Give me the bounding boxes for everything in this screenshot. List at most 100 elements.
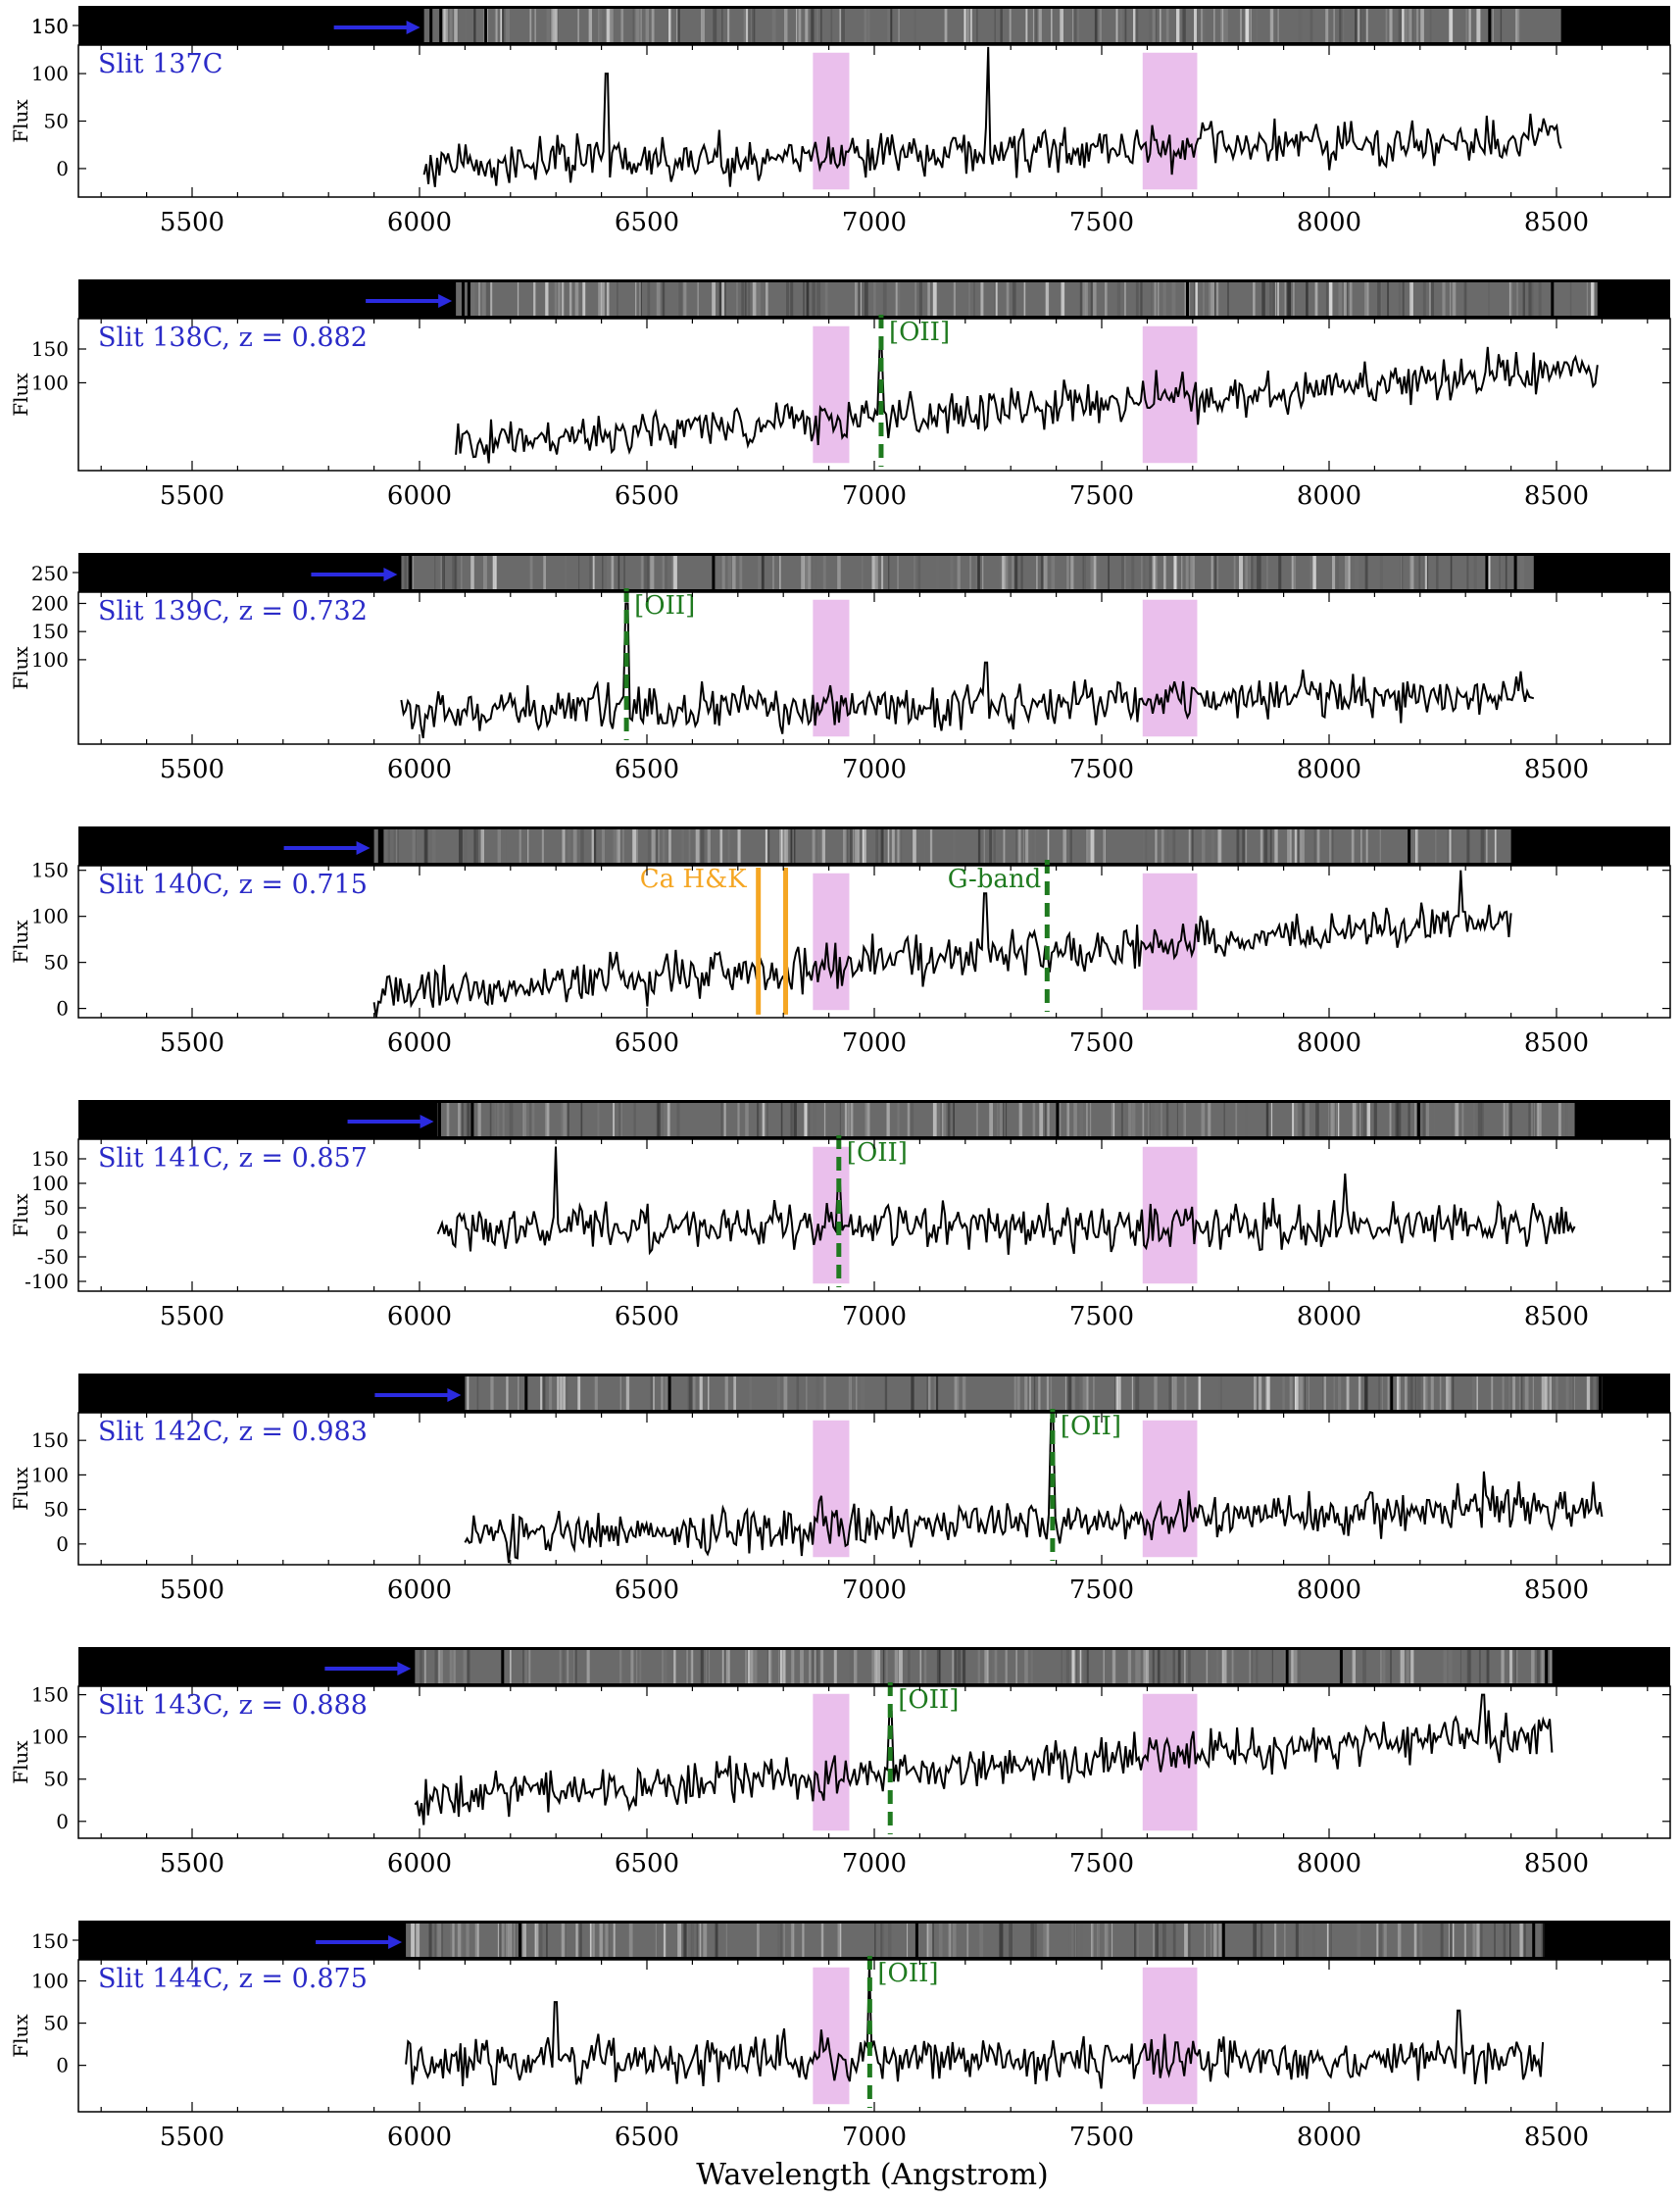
strip-streak bbox=[867, 9, 870, 42]
strip-streak bbox=[528, 1650, 531, 1683]
strip-streak bbox=[980, 282, 983, 316]
strip-streak bbox=[1302, 1103, 1305, 1136]
strip-streak bbox=[1290, 1650, 1294, 1683]
strip-streak bbox=[1452, 829, 1454, 863]
strip-streak bbox=[953, 1103, 955, 1136]
strip-streak bbox=[1161, 829, 1164, 863]
x-tick-label: 7000 bbox=[842, 1302, 907, 1331]
strip-streak bbox=[746, 9, 748, 42]
strip-streak bbox=[1328, 282, 1333, 316]
strip-streak bbox=[443, 9, 446, 42]
strip-streak bbox=[518, 1376, 519, 1410]
strip-streak bbox=[1250, 9, 1252, 42]
strip-streak bbox=[662, 282, 666, 316]
strip-streak bbox=[1466, 829, 1470, 863]
strip-streak bbox=[1541, 1924, 1545, 1957]
strip-streak bbox=[1494, 1924, 1496, 1957]
strip-streak bbox=[1429, 9, 1432, 42]
strip-streak bbox=[816, 9, 818, 42]
strip-streak bbox=[633, 1103, 636, 1136]
strip-streak bbox=[1389, 1103, 1391, 1136]
strip-streak bbox=[1507, 1376, 1510, 1410]
strip-streak bbox=[743, 9, 746, 42]
strip-streak bbox=[656, 1103, 660, 1136]
strip-streak bbox=[607, 1924, 609, 1957]
x-tick-label: 5500 bbox=[160, 208, 224, 237]
strip-streak bbox=[1067, 1376, 1072, 1410]
strip-streak bbox=[1295, 1924, 1299, 1957]
strip-streak bbox=[677, 1924, 682, 1957]
strip-streak bbox=[1298, 9, 1303, 42]
strip-streak bbox=[473, 9, 476, 42]
strip-streak bbox=[1184, 1376, 1187, 1410]
strip-streak bbox=[1472, 1103, 1475, 1136]
strip-streak bbox=[1408, 1103, 1410, 1136]
strip-streak bbox=[820, 9, 822, 42]
strip-streak bbox=[676, 1103, 680, 1136]
strip-streak bbox=[617, 282, 618, 316]
strip-streak bbox=[639, 282, 641, 316]
strip-streak bbox=[1135, 1376, 1140, 1410]
x-tick-label: 8000 bbox=[1297, 1849, 1361, 1878]
strip-streak bbox=[1171, 282, 1176, 316]
x-tick-label: 8000 bbox=[1297, 481, 1361, 511]
panel-title: Slit 142C, z = 0.983 bbox=[98, 1417, 368, 1447]
strip-streak bbox=[412, 829, 416, 863]
strip-streak bbox=[861, 282, 863, 316]
strip-streak bbox=[1349, 282, 1353, 316]
strip-streak bbox=[727, 829, 730, 863]
strip-streak bbox=[1160, 9, 1161, 42]
strip-streak bbox=[1235, 1103, 1238, 1136]
strip-streak bbox=[629, 1650, 631, 1683]
strip-streak bbox=[1153, 1924, 1157, 1957]
strip-streak bbox=[441, 556, 445, 589]
strip-streak bbox=[936, 1376, 939, 1410]
strip-streak bbox=[467, 1376, 469, 1410]
x-tick-label: 8000 bbox=[1297, 1302, 1361, 1331]
strip-streak bbox=[623, 556, 625, 589]
strip-streak bbox=[1182, 9, 1186, 42]
strip-streak bbox=[1081, 282, 1086, 316]
strip-streak bbox=[651, 829, 656, 863]
strip-streak bbox=[494, 1103, 496, 1136]
panel-title: Slit 139C, z = 0.732 bbox=[98, 596, 368, 626]
strip-streak bbox=[668, 9, 671, 42]
panel-title: Slit 137C bbox=[98, 49, 222, 79]
strip-streak bbox=[887, 9, 891, 42]
strip-streak bbox=[690, 1924, 694, 1957]
strip-streak bbox=[822, 556, 826, 589]
strip-streak bbox=[600, 282, 605, 316]
strip-streak bbox=[632, 9, 635, 42]
y-tick-label: 0 bbox=[56, 1810, 69, 1833]
strip-streak bbox=[567, 1650, 569, 1683]
strip-streak bbox=[802, 1924, 805, 1957]
strip-streak bbox=[953, 829, 956, 863]
strip-streak bbox=[1115, 9, 1118, 42]
strip-streak bbox=[975, 1103, 978, 1136]
strip-streak bbox=[1154, 556, 1156, 589]
strip-streak bbox=[501, 1924, 505, 1957]
strip-streak bbox=[1103, 829, 1106, 863]
strip-streak bbox=[833, 1650, 837, 1683]
y-axis-label: Flux bbox=[9, 2014, 32, 2058]
strip-streak bbox=[1079, 1650, 1082, 1683]
strip-streak bbox=[1291, 556, 1296, 589]
strip-streak bbox=[599, 9, 603, 42]
strip-streak bbox=[1404, 9, 1408, 42]
strip-gap bbox=[1599, 1376, 1603, 1410]
strip-streak bbox=[495, 556, 497, 589]
strip-streak bbox=[809, 1103, 811, 1136]
strip-streak bbox=[589, 1924, 592, 1957]
strip-streak bbox=[564, 1924, 567, 1957]
strip-streak bbox=[1508, 282, 1512, 316]
strip-streak bbox=[684, 1650, 687, 1683]
strip-streak bbox=[1152, 9, 1156, 42]
x-tick-label: 8000 bbox=[1297, 755, 1361, 784]
strip-streak bbox=[1030, 1650, 1033, 1683]
strip-streak bbox=[1188, 282, 1190, 316]
strip-streak bbox=[849, 1650, 854, 1683]
strip-streak bbox=[559, 1650, 562, 1683]
strip-streak bbox=[1177, 1650, 1181, 1683]
strip-streak bbox=[636, 1650, 638, 1683]
